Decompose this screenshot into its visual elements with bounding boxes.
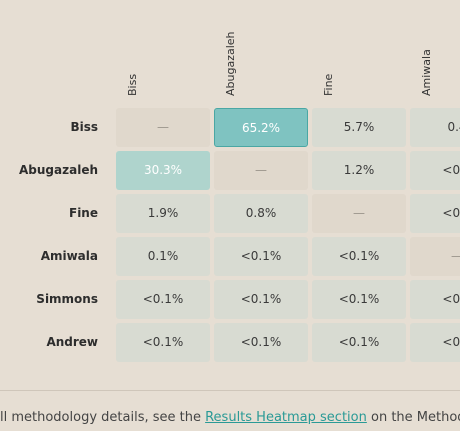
column-label: Fine — [322, 73, 335, 96]
column-header: Amiwala — [417, 0, 437, 96]
heatmap-cell: — — [312, 194, 406, 233]
heatmap-cell: <0.1% — [312, 237, 406, 276]
heatmap-cell: 1.2% — [312, 151, 406, 190]
heatmap-cell: <0.1% — [312, 280, 406, 319]
heatmap-cell: 0.8% — [214, 194, 308, 233]
heatmap-cell: 0.4 — [410, 108, 460, 147]
row-label: Biss — [70, 120, 98, 134]
divider — [0, 390, 460, 391]
row-label: Fine — [69, 206, 98, 220]
heatmap-cell: <0.1% — [214, 323, 308, 362]
heatmap-cell: — — [410, 237, 460, 276]
footer-link[interactable]: Results Heatmap section — [205, 410, 367, 425]
heatmap-cell: <0.1% — [214, 237, 308, 276]
heatmap-cell: 0.1% — [116, 237, 210, 276]
heatmap-cell: <0.1% — [116, 323, 210, 362]
footer: ll methodology details, see the Results … — [0, 410, 460, 425]
column-label: Abugazaleh — [224, 31, 237, 96]
row-label: Abugazaleh — [19, 163, 98, 177]
column-label: Amiwala — [420, 49, 433, 96]
row-label: Andrew — [46, 335, 98, 349]
heatmap-cell: 1.9% — [116, 194, 210, 233]
heatmap-cell: 30.3% — [116, 151, 210, 190]
column-header: Fine — [319, 0, 339, 96]
heatmap-cell: <0.1 — [410, 151, 460, 190]
column-header: Biss — [123, 0, 143, 96]
heatmap-cell: <0.1 — [410, 194, 460, 233]
heatmap-cell: — — [116, 108, 210, 147]
heatmap-cell: <0.1 — [410, 323, 460, 362]
heatmap-cell: <0.1% — [312, 323, 406, 362]
heatmap-cell: 5.7% — [312, 108, 406, 147]
heatmap-cell: <0.1% — [214, 280, 308, 319]
heatmap-cell: <0.1 — [410, 280, 460, 319]
footer-text: on the Methodology — [370, 410, 460, 425]
heatmap-cell: — — [214, 151, 308, 190]
row-label: Amiwala — [40, 249, 98, 263]
footer-text: ll methodology details, see the — [0, 410, 206, 425]
heatmap-cell: <0.1% — [116, 280, 210, 319]
column-label: Biss — [126, 73, 139, 96]
heatmap-cell: 65.2% — [214, 108, 308, 147]
row-label: Simmons — [36, 292, 98, 306]
column-header: Abugazaleh — [221, 0, 241, 96]
